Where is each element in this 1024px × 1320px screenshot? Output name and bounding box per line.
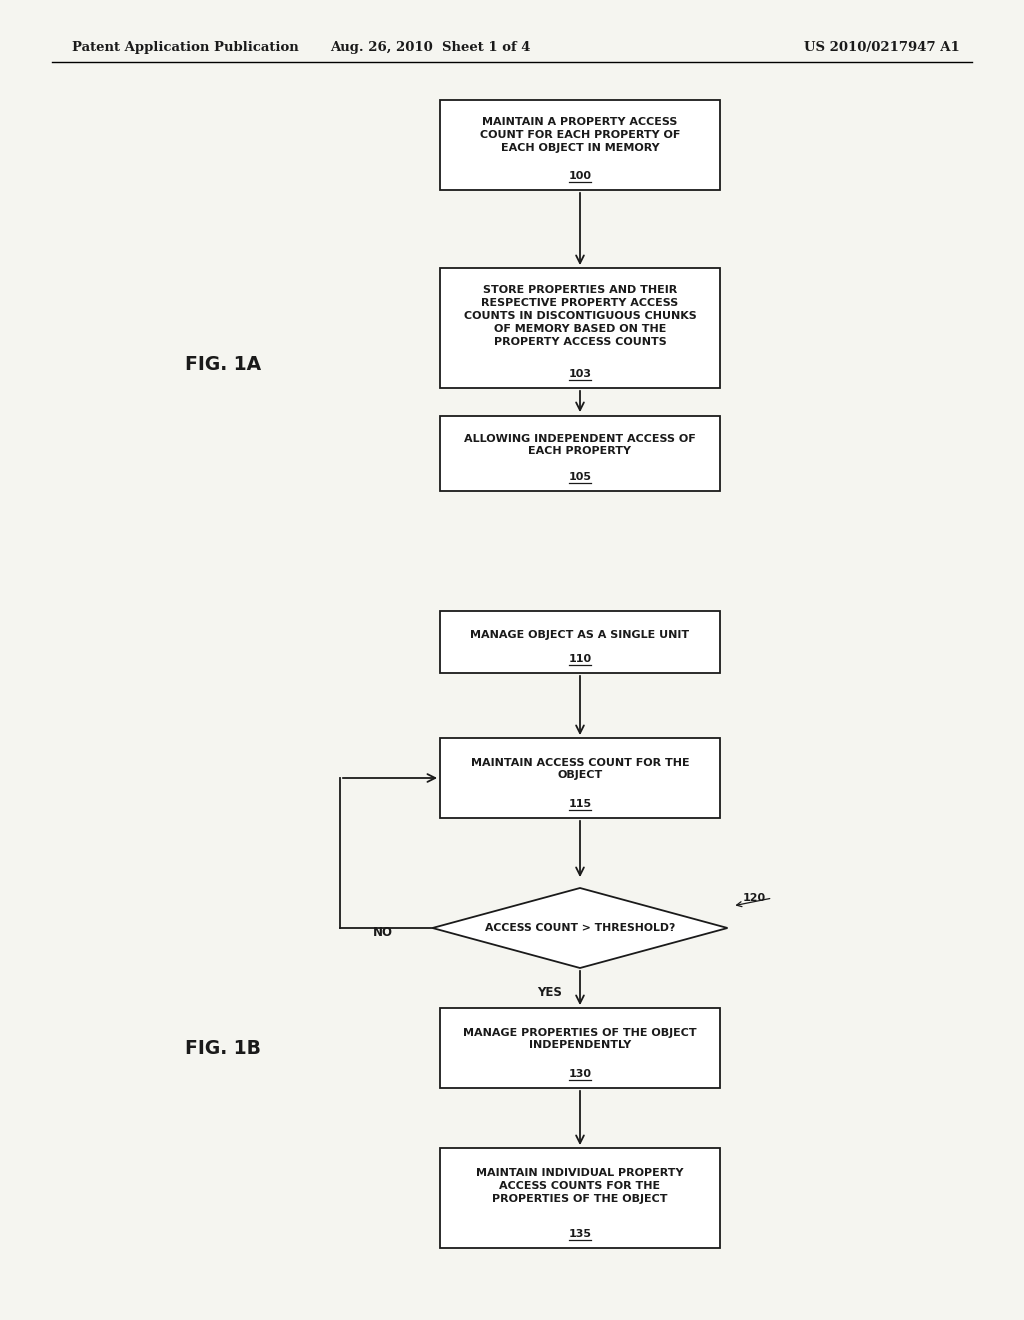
Bar (440, 738, 720, 818)
Text: 115: 115 (568, 799, 592, 809)
Text: MANAGE OBJECT AS A SINGLE UNIT: MANAGE OBJECT AS A SINGLE UNIT (470, 630, 689, 640)
Text: Aug. 26, 2010  Sheet 1 of 4: Aug. 26, 2010 Sheet 1 of 4 (330, 41, 530, 54)
Text: 120: 120 (742, 894, 766, 903)
Text: ACCESS COUNT > THRESHOLD?: ACCESS COUNT > THRESHOLD? (484, 923, 675, 933)
Text: 103: 103 (568, 370, 592, 379)
Text: MAINTAIN INDIVIDUAL PROPERTY
ACCESS COUNTS FOR THE
PROPERTIES OF THE OBJECT: MAINTAIN INDIVIDUAL PROPERTY ACCESS COUN… (476, 1168, 684, 1204)
Bar (440, 416, 720, 491)
Text: 105: 105 (568, 471, 592, 482)
Text: MAINTAIN ACCESS COUNT FOR THE
OBJECT: MAINTAIN ACCESS COUNT FOR THE OBJECT (471, 758, 689, 780)
Text: YES: YES (538, 986, 562, 999)
Text: ALLOWING INDEPENDENT ACCESS OF
EACH PROPERTY: ALLOWING INDEPENDENT ACCESS OF EACH PROP… (464, 433, 696, 457)
Text: FIG. 1B: FIG. 1B (185, 1039, 261, 1057)
Text: 110: 110 (568, 653, 592, 664)
Text: 130: 130 (568, 1069, 592, 1078)
Text: MANAGE PROPERTIES OF THE OBJECT
INDEPENDENTLY: MANAGE PROPERTIES OF THE OBJECT INDEPEND… (463, 1027, 696, 1051)
Polygon shape (432, 888, 727, 968)
Text: NO: NO (373, 927, 392, 940)
Text: Patent Application Publication: Patent Application Publication (72, 41, 299, 54)
Text: 100: 100 (568, 172, 592, 181)
Text: STORE PROPERTIES AND THEIR
RESPECTIVE PROPERTY ACCESS
COUNTS IN DISCONTIGUOUS CH: STORE PROPERTIES AND THEIR RESPECTIVE PR… (464, 285, 696, 347)
Text: 135: 135 (568, 1229, 592, 1239)
Bar (440, 1148, 720, 1247)
Bar (440, 100, 720, 190)
Text: MAINTAIN A PROPERTY ACCESS
COUNT FOR EACH PROPERTY OF
EACH OBJECT IN MEMORY: MAINTAIN A PROPERTY ACCESS COUNT FOR EAC… (480, 117, 680, 153)
Bar (440, 611, 720, 673)
Bar (440, 268, 720, 388)
Text: US 2010/0217947 A1: US 2010/0217947 A1 (804, 41, 961, 54)
Text: FIG. 1A: FIG. 1A (185, 355, 261, 375)
Bar (440, 1008, 720, 1088)
